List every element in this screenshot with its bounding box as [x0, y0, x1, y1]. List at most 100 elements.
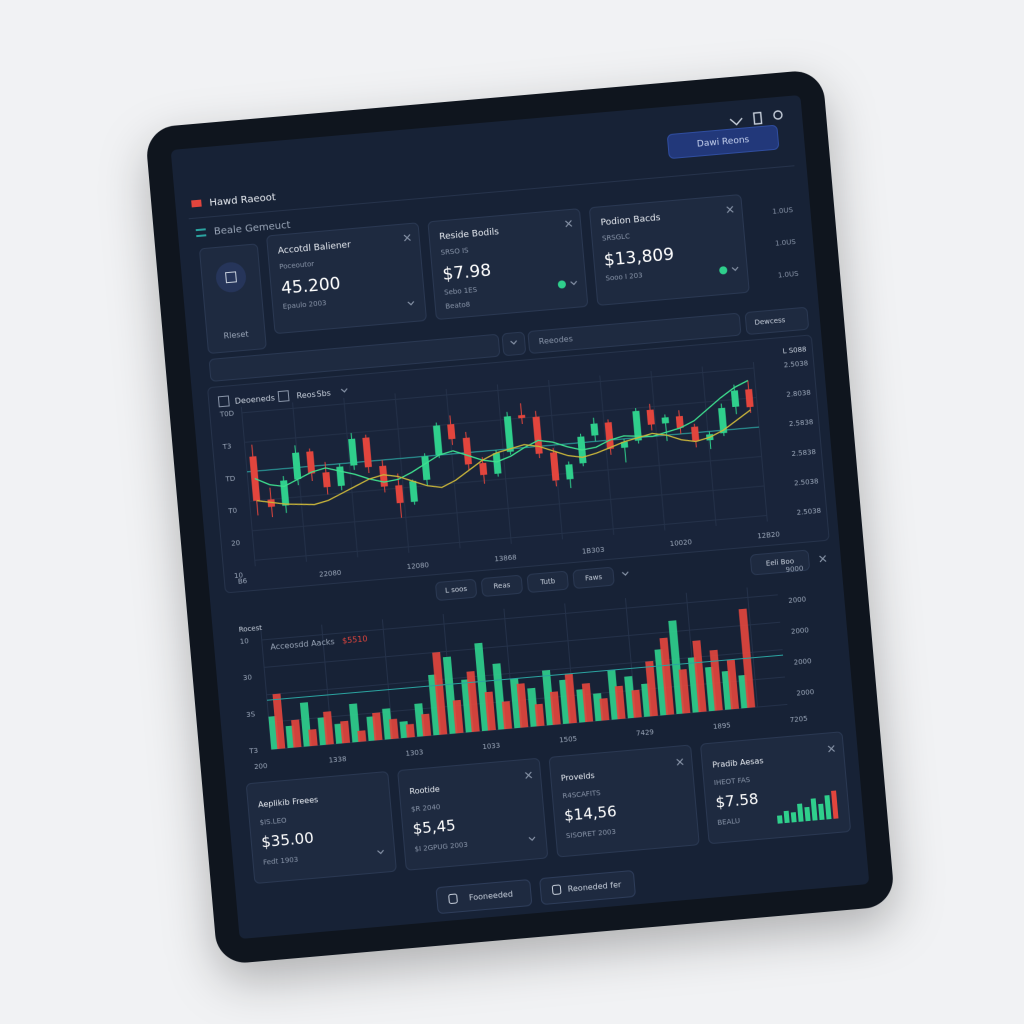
chevron-icon[interactable]	[407, 301, 415, 306]
y-label: 10	[234, 571, 244, 580]
card-sub: $R 2040	[411, 803, 441, 814]
toolbar-pill[interactable]	[481, 575, 523, 597]
volume-button-label: Eeli Boo	[766, 557, 795, 567]
close-icon[interactable]	[524, 771, 533, 779]
candle-body	[604, 422, 614, 450]
grid-line	[496, 384, 512, 544]
x-label: 22080	[319, 569, 342, 579]
candle-body	[432, 425, 443, 456]
toolbar-item: Deoeneds	[234, 393, 275, 405]
chevron-icon[interactable]	[510, 340, 518, 345]
volume-bar	[272, 693, 286, 750]
card-sub: $IS.LEO	[259, 816, 287, 826]
chevron-icon[interactable]	[621, 571, 629, 576]
card-value: $7.98	[442, 261, 492, 285]
button-icon	[448, 893, 458, 904]
stat-card	[266, 222, 427, 334]
candle-body	[492, 452, 502, 474]
summary-card	[548, 744, 700, 858]
status-dot	[557, 280, 566, 289]
y-label: 2.5038	[796, 507, 821, 517]
candle-body	[518, 414, 526, 419]
x-label: 1B303	[582, 546, 605, 556]
x-label: 200	[254, 762, 268, 771]
card-value: $5,45	[412, 816, 456, 838]
grid-line	[746, 587, 758, 708]
chevron-icon[interactable]	[340, 388, 348, 393]
toolbar-item: Sbs	[316, 389, 331, 399]
action-button[interactable]	[435, 879, 532, 914]
volume-bar	[607, 669, 620, 720]
toolbar-pill[interactable]	[526, 571, 569, 593]
mini-bar	[790, 812, 797, 823]
chevron-icon[interactable]	[528, 836, 536, 842]
volume-bar	[709, 649, 723, 711]
card-foot: BEALU	[717, 817, 740, 827]
volume-bar	[599, 698, 610, 721]
toolbar-pill[interactable]	[435, 579, 477, 601]
left-tile	[199, 243, 267, 354]
grid-line	[261, 594, 778, 641]
volume-bar	[452, 699, 464, 734]
close-icon[interactable]	[827, 745, 836, 753]
volume-label: Rocest	[238, 624, 262, 634]
y-label: T0	[227, 507, 237, 516]
volume-bar	[323, 711, 334, 745]
close-icon[interactable]	[676, 758, 684, 766]
close-icon[interactable]	[564, 220, 573, 228]
search-input[interactable]	[527, 313, 742, 354]
y-label: 2000	[788, 595, 806, 605]
grid-line	[445, 388, 461, 549]
card-foot: Beato8	[445, 301, 470, 311]
volume-button[interactable]	[750, 549, 810, 576]
close-icon[interactable]	[726, 205, 734, 214]
toolbar-item: Faws	[585, 573, 603, 582]
toolbar-pill[interactable]	[572, 567, 615, 589]
card-title: Provelds	[561, 771, 595, 783]
volume-bar	[678, 669, 691, 714]
grid-line	[343, 397, 359, 558]
y-label: 2.5838	[789, 418, 814, 428]
x-label: 7205	[789, 715, 807, 725]
card-sub: SRSGLC	[602, 232, 631, 242]
close-icon[interactable]	[403, 234, 411, 242]
x-label: 1033	[482, 742, 500, 752]
card-sub: SRSO IS	[440, 246, 469, 256]
moving-average	[256, 409, 751, 506]
candle-body	[292, 452, 302, 480]
x-label: 12080	[406, 561, 429, 571]
search-placeholder: Reeodes	[538, 334, 573, 346]
volume-bar	[624, 676, 636, 719]
volume-bar	[527, 687, 539, 727]
candle-body	[718, 407, 728, 434]
search-button[interactable]	[744, 307, 809, 335]
grid-line	[249, 456, 762, 502]
grid-line	[292, 402, 307, 562]
chevron-icon[interactable]	[377, 849, 384, 855]
battery-icon	[752, 111, 763, 125]
candle-body	[395, 484, 404, 504]
close-icon[interactable]	[819, 555, 827, 563]
tablet: Dawi Reons Hawd Raeoot Beale Gemeuct Rleset…	[145, 69, 896, 965]
moving-average	[254, 379, 749, 488]
x-label: 7429	[636, 728, 654, 738]
chevron-icon[interactable]	[570, 280, 578, 286]
volume-bar	[534, 703, 545, 727]
volume-bar	[474, 642, 490, 732]
grid-line	[701, 366, 717, 526]
grid-line	[599, 375, 615, 535]
chevron-icon[interactable]	[731, 266, 739, 272]
action-button[interactable]	[539, 870, 636, 905]
candle-body	[549, 452, 560, 481]
header-button[interactable]	[667, 125, 779, 159]
card-sub: Poceoutor	[279, 260, 315, 271]
volume-bar	[372, 712, 383, 741]
mini-bar	[797, 803, 804, 822]
toolbar-item: Reos	[296, 390, 316, 401]
candle-body	[362, 437, 372, 468]
y-label: T3	[221, 442, 231, 451]
x-label: B6	[238, 577, 248, 586]
card-title: Pradib Aesas	[712, 756, 764, 769]
candle-body	[267, 499, 276, 508]
